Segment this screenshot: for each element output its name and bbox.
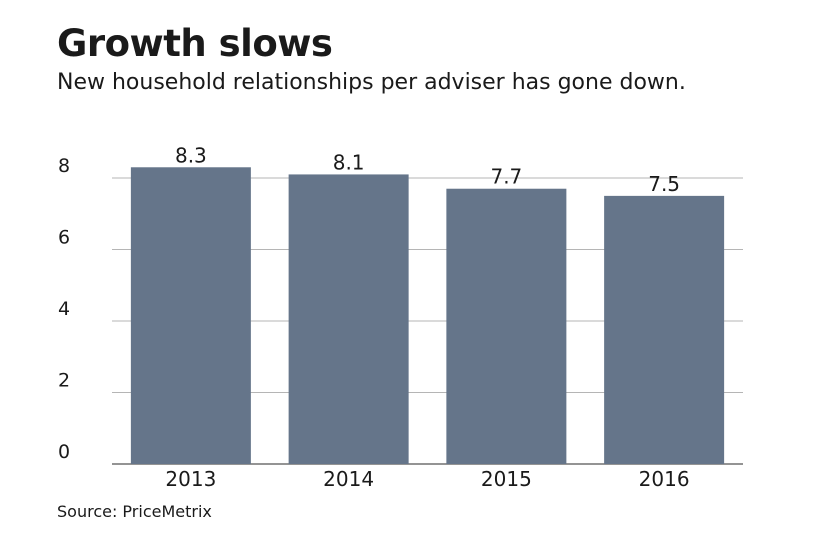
bar — [446, 188, 567, 464]
value-label: 8.3 — [175, 143, 207, 167]
value-labels: 8.3 8.1 7.7 7.5 — [175, 143, 680, 196]
y-tick-label: 0 — [58, 441, 70, 463]
x-tick-label: 2013 — [165, 467, 216, 491]
bar — [288, 174, 409, 465]
chart-title: Growth slows — [57, 22, 333, 65]
chart-subtitle: New household relationships per adviser … — [57, 70, 686, 95]
value-label: 7.5 — [648, 172, 680, 196]
source-note: Source: PriceMetrix — [57, 502, 212, 521]
y-tick-label: 8 — [58, 155, 70, 177]
x-tick-label: 2014 — [323, 467, 374, 491]
bar — [130, 167, 251, 464]
y-tick-label: 2 — [58, 370, 70, 392]
x-tick-label: 2016 — [639, 467, 690, 491]
value-label: 7.7 — [490, 165, 522, 189]
y-tick-label: 6 — [58, 227, 70, 249]
y-tick-label: 4 — [58, 298, 70, 320]
value-label: 8.1 — [333, 150, 365, 174]
y-axis-ticks: 0 2 4 6 8 — [58, 155, 70, 463]
x-tick-label: 2015 — [481, 467, 532, 491]
bars — [130, 167, 725, 465]
x-axis-ticks: 2013 2014 2015 2016 — [165, 467, 689, 491]
bar — [604, 195, 725, 464]
